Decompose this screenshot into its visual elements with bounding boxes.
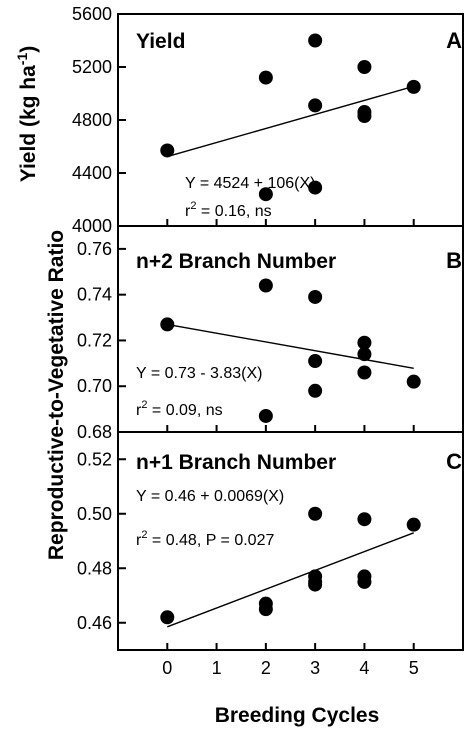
panel-b-equation: Y = 0.73 - 3.83(X)	[136, 365, 262, 382]
panel-b-data-point	[308, 289, 323, 304]
panel-c-data-point	[357, 574, 372, 589]
panel-b-ytick-label: 0.74	[77, 285, 112, 305]
panel-b-data-point	[258, 278, 273, 293]
panel-c-frame	[117, 431, 464, 651]
x-tick-label: 5	[409, 658, 419, 678]
panel-a-ytick-label: 4800	[72, 110, 112, 130]
panel-b-data-point	[406, 374, 421, 389]
x-tick-label: 2	[261, 658, 271, 678]
panel-b-data-point	[357, 347, 372, 362]
panel-b-ytick-label: 0.72	[77, 330, 112, 350]
panel-a-y-axis-label: Yield (kg ha-1)	[14, 46, 40, 183]
shared-y-axis-label: Reproductive-to-Vegetative Ratio	[45, 230, 68, 560]
x-tick-label: 4	[359, 658, 369, 678]
panel-b-n2-branch-number: n+2 Branch Number B Y = 0.73 - 3.83(X) r…	[77, 225, 464, 442]
panel-c-title: n+1 Branch Number	[136, 451, 336, 474]
panel-c-n1-branch-number: n+1 Branch Number C Y = 0.46 + 0.0069(X)…	[77, 431, 464, 651]
panel-a-data-point	[308, 33, 323, 48]
panel-c-r2: r2 = 0.48, P = 0.027	[136, 529, 274, 549]
panel-c-data-point	[406, 517, 421, 532]
panel-b-data-point	[258, 408, 273, 423]
panel-c-regression-line	[167, 532, 414, 628]
panel-a-regression-line	[167, 85, 414, 158]
panel-a-label: A	[446, 28, 462, 53]
x-axis-label: Breeding Cycles	[215, 704, 380, 727]
panel-a-ytick-label: 5600	[72, 4, 112, 24]
panel-b-label: B	[446, 248, 462, 273]
panel-b-data-point	[308, 354, 323, 369]
panel-a-data-point	[258, 187, 273, 202]
panel-c-ytick-label: 0.52	[77, 449, 112, 469]
panel-b-r2: r2 = 0.09, ns	[136, 399, 223, 419]
x-tick-label: 3	[310, 658, 320, 678]
panel-a-data-point	[308, 98, 323, 113]
panel-b-title: n+2 Branch Number	[136, 250, 336, 273]
panel-a-ytick-label: 4000	[72, 216, 112, 236]
panel-a-data-point	[406, 79, 421, 94]
panel-a-ytick-label: 4400	[72, 163, 112, 183]
panel-a-ytick-label: 5200	[72, 57, 112, 77]
panel-b-ytick-label: 0.76	[77, 239, 112, 259]
panel-a-equation: Y = 4524 + 106(X)	[185, 175, 315, 192]
panel-b-data-point	[160, 317, 175, 332]
panel-c-label: C	[446, 449, 462, 474]
panel-b-data-point	[357, 365, 372, 380]
panel-c-data-point	[308, 506, 323, 521]
panel-a-data-point	[357, 60, 372, 74]
panel-b-data-point	[357, 335, 372, 350]
panel-a-data-point	[160, 143, 175, 158]
panel-c-data-point	[258, 602, 273, 617]
panel-c-data-point	[357, 512, 372, 527]
panel-c-ytick-label: 0.48	[77, 558, 112, 578]
panel-b-ytick-label: 0.68	[77, 422, 112, 442]
panel-c-data-point	[308, 577, 323, 592]
panel-b-ytick-label: 0.70	[77, 376, 112, 396]
panel-c-equation: Y = 0.46 + 0.0069(X)	[136, 488, 284, 505]
panel-a-data-point	[258, 70, 273, 85]
panel-b-regression-line	[167, 323, 414, 369]
panel-c-data-point	[160, 610, 175, 625]
panel-a-r2: r2 = 0.16, ns	[185, 200, 272, 220]
panel-b-data-point	[308, 383, 323, 398]
panel-a-data-point	[357, 109, 372, 124]
panel-c-ytick-label: 0.46	[77, 613, 112, 633]
x-tick-label: 0	[162, 658, 172, 678]
panel-a-yield: Yield A Y = 4524 + 106(X) r2 = 0.16, ns …	[14, 4, 464, 236]
panel-a-data-point	[308, 180, 323, 195]
panel-a-title: Yield	[136, 30, 185, 53]
x-tick-label: 1	[212, 658, 222, 678]
panel-c-ytick-label: 0.50	[77, 504, 112, 524]
